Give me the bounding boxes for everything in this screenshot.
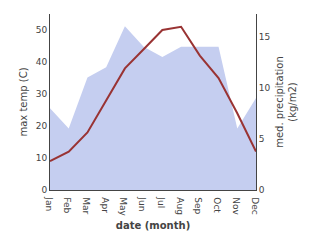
svg-text:15: 15: [259, 32, 270, 42]
svg-text:50: 50: [36, 25, 48, 35]
svg-text:Apr: Apr: [100, 197, 110, 213]
svg-text:Mar: Mar: [81, 197, 91, 214]
svg-text:10: 10: [36, 153, 48, 163]
svg-text:0: 0: [41, 185, 47, 195]
svg-text:Aug: Aug: [175, 197, 185, 215]
svg-text:date (month): date (month): [116, 220, 190, 231]
svg-text:max temp (C): max temp (C): [18, 67, 29, 136]
svg-text:Nov: Nov: [231, 197, 241, 215]
svg-text:Jan: Jan: [44, 196, 54, 211]
svg-text:30: 30: [36, 89, 48, 99]
svg-text:10: 10: [259, 83, 271, 93]
svg-text:Sep: Sep: [193, 197, 203, 214]
svg-text:Oct: Oct: [212, 197, 222, 213]
svg-text:0: 0: [259, 185, 265, 195]
svg-text:med. precipitation(kg/m2): med. precipitation(kg/m2): [274, 56, 298, 148]
svg-text:Jul: Jul: [156, 196, 166, 208]
svg-text:Feb: Feb: [62, 197, 72, 213]
svg-text:5: 5: [259, 134, 265, 144]
svg-text:40: 40: [36, 57, 48, 67]
svg-text:Jun: Jun: [137, 196, 147, 211]
svg-text:Dec: Dec: [250, 197, 260, 214]
svg-text:May: May: [118, 197, 128, 216]
svg-text:20: 20: [36, 121, 48, 131]
